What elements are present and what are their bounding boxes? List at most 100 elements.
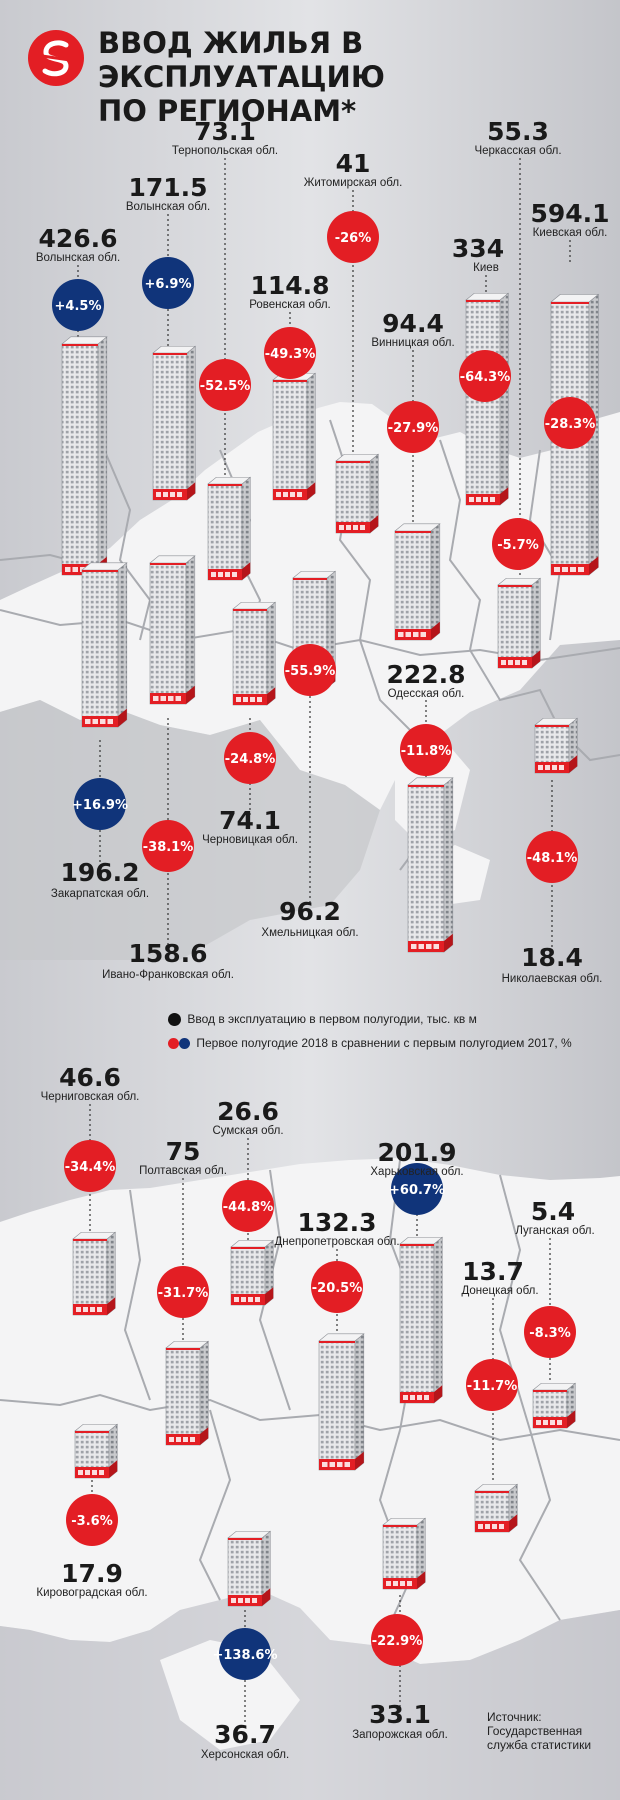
change-value: +4.5% bbox=[55, 299, 102, 314]
building bbox=[497, 577, 542, 669]
region-name: Тернопольская обл. bbox=[172, 145, 278, 157]
building-door bbox=[552, 765, 557, 770]
change-circle: +4.5% bbox=[52, 279, 104, 331]
building-base-side bbox=[200, 1427, 209, 1445]
volume-value: 17.9 bbox=[61, 1559, 123, 1588]
building-front bbox=[61, 343, 99, 576]
volume-value: 426.6 bbox=[38, 224, 117, 253]
change-value: -48.1% bbox=[527, 851, 578, 866]
building bbox=[532, 1382, 577, 1429]
building-side bbox=[117, 562, 128, 728]
building-door bbox=[176, 1437, 181, 1442]
title-line-2: ПО РЕГИОНАМ* bbox=[98, 94, 357, 128]
region-name: Черновицкая обл. bbox=[202, 834, 298, 846]
legend-label-volume: Ввод в эксплуатацию в первом полугодии, … bbox=[187, 1012, 477, 1026]
volume-value: 55.3 bbox=[487, 117, 549, 146]
change-circle: -34.4% bbox=[64, 1140, 116, 1192]
change-circle-fill bbox=[222, 1180, 274, 1232]
building-door bbox=[232, 572, 237, 577]
building-door bbox=[92, 719, 98, 724]
building-base-side bbox=[107, 1297, 116, 1315]
building-base-side bbox=[262, 1588, 271, 1606]
building bbox=[394, 523, 441, 641]
building-door bbox=[183, 1437, 188, 1442]
region-name: Черкасская обл. bbox=[474, 145, 561, 157]
change-circle: -28.3% bbox=[544, 397, 596, 449]
change-circle-fill bbox=[224, 732, 276, 784]
change-value: -8.3% bbox=[529, 1326, 570, 1341]
region-name: Харьковская обл. bbox=[370, 1166, 463, 1178]
building-door bbox=[238, 1598, 243, 1603]
building bbox=[165, 1340, 210, 1446]
volume-value: 334 bbox=[452, 234, 504, 263]
change-circle: -3.6% bbox=[66, 1494, 118, 1546]
region-name: Донецкая обл. bbox=[461, 1285, 538, 1297]
building-door bbox=[329, 1462, 335, 1467]
region-name: Днепропетровская обл. bbox=[274, 1236, 399, 1248]
change-circle-fill bbox=[526, 831, 578, 883]
volume-value: 13.7 bbox=[462, 1257, 524, 1286]
building-door bbox=[65, 567, 71, 572]
building-door bbox=[225, 572, 230, 577]
building-door bbox=[241, 1297, 246, 1302]
building-door bbox=[536, 1420, 541, 1425]
building-door bbox=[478, 1524, 483, 1529]
change-value: -3.6% bbox=[71, 1514, 112, 1529]
change-circle-fill bbox=[64, 1140, 116, 1192]
building-base-side bbox=[434, 1385, 443, 1403]
building bbox=[407, 777, 454, 953]
building-side bbox=[97, 336, 108, 576]
building-door bbox=[543, 1420, 548, 1425]
change-value: -27.9% bbox=[388, 421, 439, 436]
building-door bbox=[90, 1307, 95, 1312]
volume-value: 18.4 bbox=[521, 943, 583, 972]
change-value: -64.3% bbox=[460, 370, 511, 385]
change-circle: -24.8% bbox=[224, 732, 276, 784]
change-markers: +4.5% +6.9% -52.5% -26% -49.3% -27.9% -64.3% -5… bbox=[52, 211, 596, 1680]
region-name: Одесская обл. bbox=[388, 688, 465, 700]
change-value: -55.9% bbox=[285, 664, 336, 679]
building-front bbox=[152, 352, 188, 501]
building-base-side bbox=[307, 482, 316, 500]
building-side bbox=[186, 345, 196, 501]
map-east bbox=[0, 1158, 620, 1800]
volume-value: 73.1 bbox=[194, 117, 256, 146]
region-name: Волынская обл. bbox=[36, 252, 120, 264]
region-name: Херсонская обл. bbox=[201, 1749, 289, 1761]
volume-value: 96.2 bbox=[279, 897, 341, 926]
building bbox=[272, 372, 317, 501]
source-note: Источник: Государственная служба статист… bbox=[487, 1710, 591, 1752]
building-door bbox=[400, 1581, 405, 1586]
building-door bbox=[322, 1462, 328, 1467]
volume-value: 222.8 bbox=[386, 660, 465, 689]
building-base-side bbox=[569, 755, 578, 773]
change-value: -11.7% bbox=[467, 1379, 518, 1394]
building-door bbox=[163, 492, 168, 497]
change-circle: -8.3% bbox=[524, 1306, 576, 1358]
building-door bbox=[407, 1581, 412, 1586]
building-door bbox=[252, 1598, 257, 1603]
building-door bbox=[476, 497, 481, 502]
building-door bbox=[255, 1297, 260, 1302]
buildings-layer bbox=[61, 292, 600, 1607]
change-circle-fill bbox=[466, 1359, 518, 1411]
building-door bbox=[550, 1420, 555, 1425]
region-name: Запорожская обл. bbox=[352, 1729, 448, 1741]
building-door bbox=[100, 719, 106, 724]
change-circle: -64.3% bbox=[459, 350, 511, 402]
change-circle-fill bbox=[219, 1628, 271, 1680]
region-name: Хмельницкая обл. bbox=[261, 927, 358, 939]
change-value: -52.5% bbox=[200, 379, 251, 394]
building-side bbox=[499, 292, 509, 506]
building-door bbox=[410, 1395, 415, 1400]
building-side bbox=[185, 555, 196, 705]
region-name: Закарпатская обл. bbox=[51, 888, 149, 900]
building-front bbox=[232, 608, 268, 706]
building-door bbox=[545, 765, 550, 770]
building-door bbox=[160, 696, 166, 701]
building-door bbox=[515, 660, 520, 665]
building-door bbox=[418, 944, 424, 949]
change-value: +6.9% bbox=[145, 277, 192, 292]
building-door bbox=[420, 632, 426, 637]
region-name: Киевская обл. bbox=[533, 227, 608, 239]
